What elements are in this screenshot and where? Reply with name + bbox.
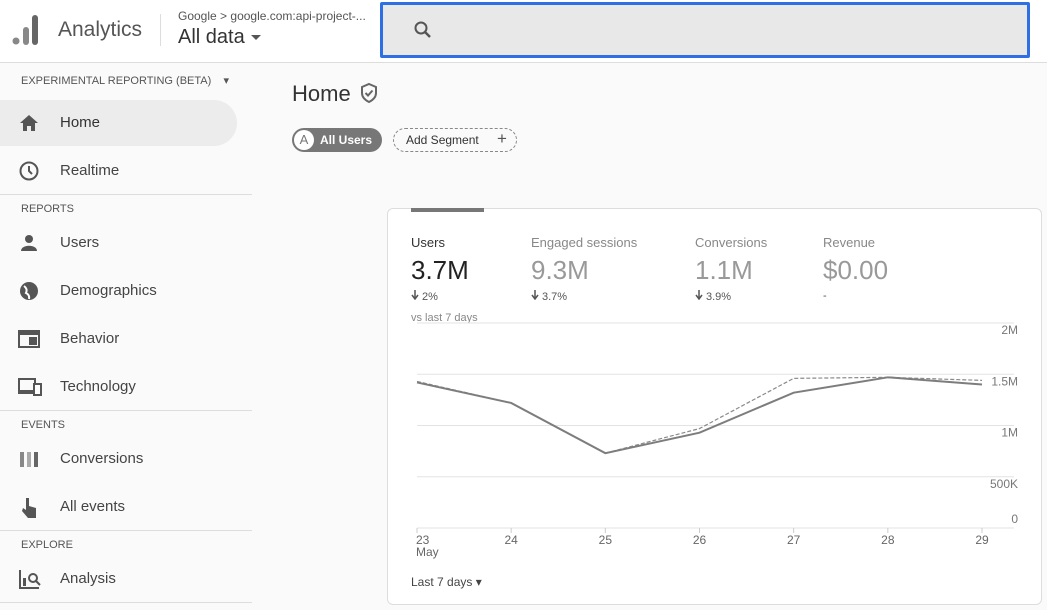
line-chart: 0 500K 1M 1.5M 2M 23 24 25 26 27 28 29 May bbox=[416, 322, 1018, 559]
metric-value: 1.1M bbox=[695, 255, 753, 285]
verified-icon bbox=[361, 82, 377, 104]
page-title: Home bbox=[292, 81, 351, 106]
reporting-mode[interactable]: EXPERIMENTAL REPORTING (BETA) ▾ bbox=[21, 75, 230, 87]
breadcrumb[interactable]: Google > google.com:api-project-... bbox=[178, 9, 366, 23]
x-tick-label: 25 bbox=[599, 533, 613, 547]
nav-item[interactable]: Analysis bbox=[0, 556, 252, 602]
metric-label: Engaged sessions bbox=[531, 235, 638, 250]
metric-value: 3.7M bbox=[411, 255, 469, 285]
metric[interactable]: Users 3.7M 2% bbox=[411, 235, 469, 303]
property[interactable]: google.com:api-project-... bbox=[230, 9, 366, 23]
overview-card: Users 3.7M 2% Engaged sessions 9.3M 3.7% Conve… bbox=[387, 208, 1042, 605]
search-icon bbox=[414, 21, 431, 38]
series-line bbox=[416, 376, 983, 454]
metric[interactable]: Conversions 1.1M 3.9% bbox=[695, 235, 767, 303]
metric-change: 3.7% bbox=[531, 290, 637, 303]
view-selector[interactable]: All data bbox=[178, 26, 262, 49]
section-title: REPORTS bbox=[21, 203, 74, 215]
metric[interactable]: Revenue $0.00 - bbox=[823, 235, 888, 302]
product-name[interactable]: Analytics bbox=[58, 18, 143, 41]
nav-item[interactable]: Conversions bbox=[0, 436, 252, 482]
nav-item[interactable]: Home bbox=[0, 100, 237, 146]
metric-change: 2% bbox=[411, 290, 469, 303]
section-title: EXPLORE bbox=[21, 539, 73, 551]
metric-label: Users bbox=[411, 235, 445, 250]
metric-change-value: - bbox=[823, 290, 827, 302]
x-sublabel: May bbox=[416, 545, 439, 559]
y-tick-label: 2M bbox=[1001, 323, 1018, 337]
series-line bbox=[416, 376, 983, 455]
metric-change-value: 3.7% bbox=[542, 291, 568, 303]
y-tick-label: 500K bbox=[990, 477, 1018, 491]
x-tick-label: 28 bbox=[881, 533, 895, 547]
metric-change: 3.9% bbox=[695, 290, 767, 303]
nav-item[interactable]: Behavior bbox=[0, 316, 252, 362]
view-name[interactable]: All data bbox=[178, 26, 245, 48]
mode-label[interactable]: EXPERIMENTAL REPORTING (BETA) bbox=[21, 75, 212, 87]
nav-item[interactable]: All events bbox=[0, 484, 252, 530]
y-tick-label: 0 bbox=[1011, 512, 1018, 526]
nav-item[interactable]: Technology bbox=[0, 364, 252, 410]
x-tick-label: 29 bbox=[975, 533, 989, 547]
nav-item[interactable]: Realtime bbox=[0, 148, 252, 194]
top-bar: Analytics Google > google.com:api-projec… bbox=[0, 0, 1047, 63]
range-label[interactable]: Last 7 days bbox=[411, 575, 473, 589]
metric-label: Conversions bbox=[695, 235, 768, 250]
date-range[interactable]: Last 7 days ▾ bbox=[411, 575, 482, 589]
add-segment-label[interactable]: Add Segment bbox=[406, 133, 479, 147]
nav-item[interactable]: Users bbox=[0, 220, 252, 266]
segment-letter: A bbox=[294, 130, 314, 150]
metric-value: 9.3M bbox=[531, 255, 589, 285]
y-tick-label: 1.5M bbox=[991, 374, 1018, 388]
section-title: EVENTS bbox=[21, 419, 66, 431]
segment-name[interactable]: All Users bbox=[320, 133, 373, 147]
x-tick-label: 24 bbox=[504, 533, 518, 547]
metric[interactable]: Engaged sessions 9.3M 3.7% bbox=[531, 235, 637, 303]
x-tick-label: 27 bbox=[787, 533, 801, 547]
search-box[interactable] bbox=[380, 2, 1030, 58]
metric-change-value: 3.9% bbox=[706, 291, 732, 303]
y-tick-label: 1M bbox=[1001, 426, 1018, 440]
metric-change: - bbox=[823, 290, 888, 302]
sidebar: EXPERIMENTAL REPORTING (BETA) ▾ Home Rea… bbox=[0, 63, 252, 610]
breadcrumb-root[interactable]: Google bbox=[178, 9, 217, 23]
add-segment[interactable]: Add Segment + bbox=[393, 128, 517, 152]
metric-change-value: 2% bbox=[422, 291, 438, 303]
segment-chip[interactable]: A All Users bbox=[292, 128, 382, 152]
nav-item[interactable]: Demographics bbox=[0, 268, 252, 314]
metric-value: $0.00 bbox=[823, 255, 889, 285]
logo bbox=[12, 15, 38, 45]
comparison-note: vs last 7 days bbox=[411, 312, 478, 324]
metric-label: Revenue bbox=[823, 235, 876, 250]
x-tick-label: 26 bbox=[693, 533, 707, 547]
x-tick-label: 23 bbox=[416, 533, 430, 547]
